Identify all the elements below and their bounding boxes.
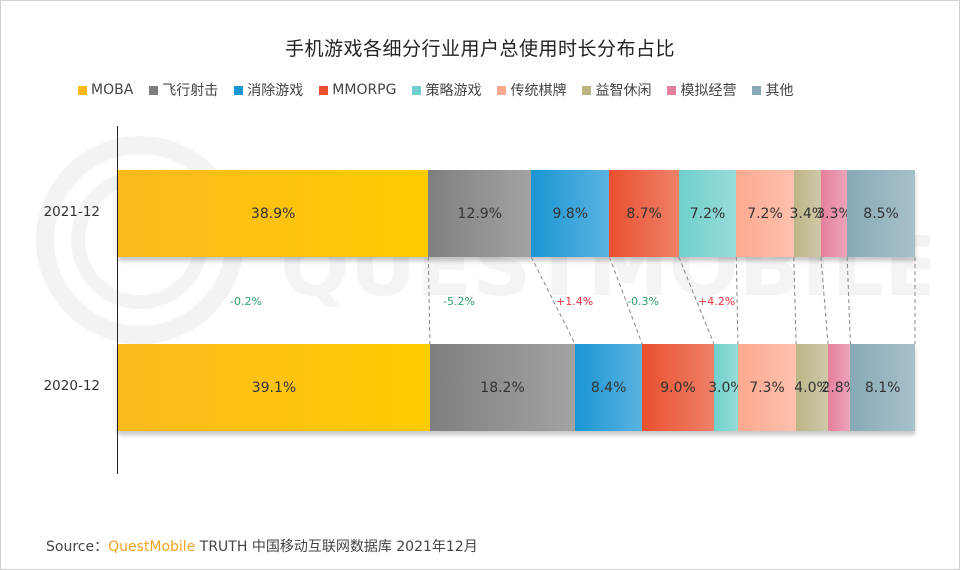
bar-segment: 7.2% <box>736 170 794 257</box>
segment-value-label: 8.1% <box>864 379 901 396</box>
bar-segment: 3.0% <box>708 344 744 431</box>
segment-value-label: 2.8% <box>821 379 857 396</box>
segment-value-label: 8.4% <box>590 379 627 396</box>
bar-segment: 9.0% <box>642 344 714 431</box>
bar-segment: 8.7% <box>609 170 679 257</box>
segment-value-label: 4.0% <box>794 379 830 396</box>
connector-line <box>608 256 643 345</box>
segment-value-label: 12.9% <box>457 205 503 222</box>
legend-label: 益智休闲 <box>595 83 652 99</box>
y-label-2021-12: 2021-12 <box>43 204 100 220</box>
legend-swatch-icon <box>667 85 677 95</box>
legend-swatch-icon <box>234 85 244 95</box>
segment-value-label: 38.9% <box>250 205 296 222</box>
legend-swatch-icon <box>497 85 507 95</box>
source-rest: TRUTH 中国移动互联网数据库 2021年12月 <box>199 539 478 555</box>
legend-label: MMORPG <box>332 82 397 98</box>
legend-item: 策略游戏 <box>412 80 481 100</box>
bar-segment: 12.9% <box>428 170 532 257</box>
legend-item: 传统棋牌 <box>497 80 566 100</box>
connector-line <box>427 256 431 345</box>
legend-item: 模拟经营 <box>667 80 736 100</box>
legend-label: MOBA <box>91 82 134 98</box>
legend-item: 益智休闲 <box>582 80 651 100</box>
legend-label: 飞行射击 <box>162 83 219 99</box>
change-annotation: +4.2% <box>698 295 736 308</box>
legend-item: 飞行射击 <box>149 80 218 100</box>
segment-value-label: 39.1% <box>251 379 297 396</box>
connector-line <box>735 256 739 345</box>
bar-segment: 39.1% <box>118 344 430 431</box>
connector-line <box>793 256 797 345</box>
source-brand: QuestMobile <box>108 539 196 555</box>
legend-item: MOBA <box>78 82 133 98</box>
legend-swatch-icon <box>752 85 762 95</box>
legend-label: 模拟经营 <box>680 83 737 99</box>
segment-value-label: 18.2% <box>480 379 525 396</box>
legend-item: 其他 <box>752 80 793 100</box>
segment-value-label: 8.5% <box>863 205 899 222</box>
segment-value-label: 7.2% <box>689 205 726 222</box>
bar-segment: 7.2% <box>678 170 737 257</box>
y-label-2020-12: 2020-12 <box>43 378 100 394</box>
bar-segment: 2.8% <box>821 344 857 431</box>
legend-item: 消除游戏 <box>234 80 303 100</box>
segment-value-label: 9.0% <box>660 379 696 396</box>
bar-segment: 8.4% <box>575 344 643 431</box>
segment-value-label: 7.2% <box>747 205 783 222</box>
bar-segment: 8.1% <box>850 344 915 431</box>
bar-segment: 7.3% <box>737 344 797 431</box>
chart-title: 手机游戏各细分行业用户总使用时长分布占比 <box>284 38 675 60</box>
bar-segment: 3.4% <box>790 170 825 257</box>
segment-value-label: 8.7% <box>626 205 662 222</box>
connector-line <box>846 256 851 345</box>
change-annotation: +1.4% <box>556 295 594 308</box>
bar-segment: 8.5% <box>847 170 915 257</box>
legend-label: 消除游戏 <box>247 83 304 99</box>
legend-item: MMORPG <box>319 82 396 98</box>
segment-value-label: 7.3% <box>749 379 785 396</box>
bar-segment: 4.0% <box>794 344 830 431</box>
y-axis-line <box>117 126 118 474</box>
connector-line <box>678 256 715 345</box>
bar-2020-12: 39.1% 18.2% 8.4% 9.0% 3.0% 7.3% 4.0% 2.8% 8.1% <box>118 344 915 431</box>
bar-segment: 18.2% <box>429 344 576 431</box>
legend-swatch-icon <box>319 85 329 95</box>
change-annotation: -0.2% <box>230 295 262 308</box>
legend-swatch-icon <box>582 85 592 95</box>
change-annotation: -0.3% <box>627 295 659 308</box>
legend-label: 策略游戏 <box>425 83 482 99</box>
bar-segment: 38.9% <box>118 170 429 257</box>
source-prefix: Source： <box>46 539 109 555</box>
connector-line <box>530 256 576 345</box>
bar-segment: 3.3% <box>816 170 852 257</box>
segment-value-label: 3.0% <box>708 379 744 396</box>
connector-line <box>820 256 829 345</box>
segment-value-label: 9.8% <box>552 205 589 222</box>
segment-value-label: 3.3% <box>816 205 852 222</box>
legend-swatch-icon <box>412 85 422 95</box>
legend-label: 其他 <box>765 83 794 99</box>
segment-value-label: 3.4% <box>789 205 826 222</box>
bar-2021-12: 38.9% 12.9% 9.8% 8.7% 7.2% 7.2% 3.4% 3.3% 8.5% <box>118 170 915 257</box>
change-annotation: -5.2% <box>443 295 475 308</box>
bar-segment: 9.8% <box>531 170 610 257</box>
chart-legend: MOBA 飞行射击 消除游戏 MMORPG 策略游戏 传统棋牌 益智休闲 模拟经营 其他 <box>78 79 809 101</box>
legend-swatch-icon <box>78 85 87 95</box>
source-note: Source：QuestMobile TRUTH 中国移动互联网数据库 2021… <box>46 536 478 556</box>
legend-swatch-icon <box>149 85 159 95</box>
legend-label: 传统棋牌 <box>510 83 567 99</box>
